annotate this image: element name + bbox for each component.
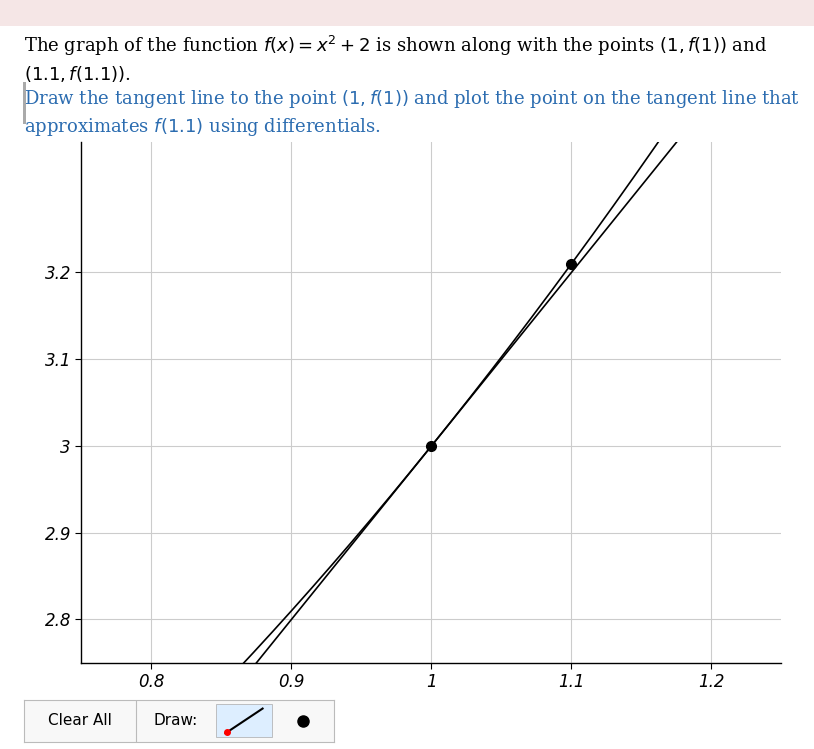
Text: The graph of the function $f(x) = x^2 + 2$ is shown along with the points $(1, f: The graph of the function $f(x) = x^2 + … bbox=[24, 34, 768, 58]
FancyBboxPatch shape bbox=[217, 704, 272, 737]
Text: Draw the tangent line to the point $(1, f(1))$ and plot the point on the tangent: Draw the tangent line to the point $(1, … bbox=[24, 88, 800, 109]
Text: Draw:: Draw: bbox=[154, 713, 198, 729]
Text: approximates $f(1.1)$ using differentials.: approximates $f(1.1)$ using differential… bbox=[24, 116, 381, 138]
Text: Clear All: Clear All bbox=[48, 713, 112, 729]
Text: $(1.1, f(1.1))$.: $(1.1, f(1.1))$. bbox=[24, 64, 131, 84]
